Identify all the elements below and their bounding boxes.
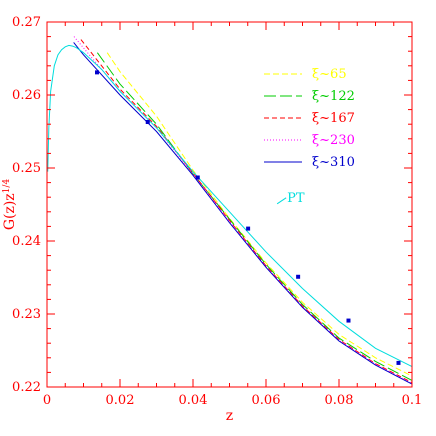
y-axis-title: G(z)z1/4 xyxy=(2,179,18,231)
data-marker xyxy=(346,318,351,323)
y-tick-label: 0.22 xyxy=(12,380,41,395)
x-tick-label: 0.08 xyxy=(325,393,354,408)
legend-label: ξ~230 xyxy=(312,133,355,148)
y-tick-label: 0.26 xyxy=(12,88,41,103)
x-tick-label: 0.06 xyxy=(252,393,281,408)
legend-label: ξ~122 xyxy=(312,89,355,104)
data-marker xyxy=(145,120,150,125)
y-tick-label: 0.27 xyxy=(12,15,41,30)
curves-layer xyxy=(47,36,413,385)
series-line-310 xyxy=(73,42,413,385)
x-tick-label: 0 xyxy=(43,393,51,408)
series-line-230 xyxy=(73,36,413,384)
pt-annotation: PT xyxy=(287,191,305,206)
legend-label: ξ~310 xyxy=(312,155,355,170)
y-tick-label: 0.25 xyxy=(12,161,41,176)
x-tick-label: 0.1 xyxy=(402,393,423,408)
y-axis-exponent: 1/4 xyxy=(2,179,12,194)
x-tick-label: 0.04 xyxy=(179,393,208,408)
data-marker xyxy=(95,70,100,75)
series-line-167 xyxy=(80,39,413,384)
x-axis-title: z xyxy=(226,408,233,424)
legend: ξ~65 ξ~122 ξ~167 ξ~230 ξ~310 xyxy=(264,67,355,170)
data-marker xyxy=(195,175,200,180)
y-tick-label: 0.23 xyxy=(12,307,41,322)
series-line-65 xyxy=(106,52,413,377)
y-tick-label: 0.24 xyxy=(12,234,41,249)
series-line-122 xyxy=(96,52,413,381)
plot-frame xyxy=(46,21,413,388)
legend-label: ξ~167 xyxy=(312,111,355,126)
series-line-PT xyxy=(47,44,413,368)
pt-annotation-leader xyxy=(276,197,287,205)
ticks-layer: 0 0.02 0.04 0.06 0.08 0.1 0.22 0.23 0.24 0.25 0.26… xyxy=(12,15,422,408)
x-tick-label: 0.02 xyxy=(106,393,135,408)
legend-label: ξ~65 xyxy=(312,67,347,82)
data-marker xyxy=(246,226,251,231)
data-marker xyxy=(396,360,401,365)
data-marker xyxy=(296,274,301,279)
markers-layer xyxy=(95,70,401,365)
